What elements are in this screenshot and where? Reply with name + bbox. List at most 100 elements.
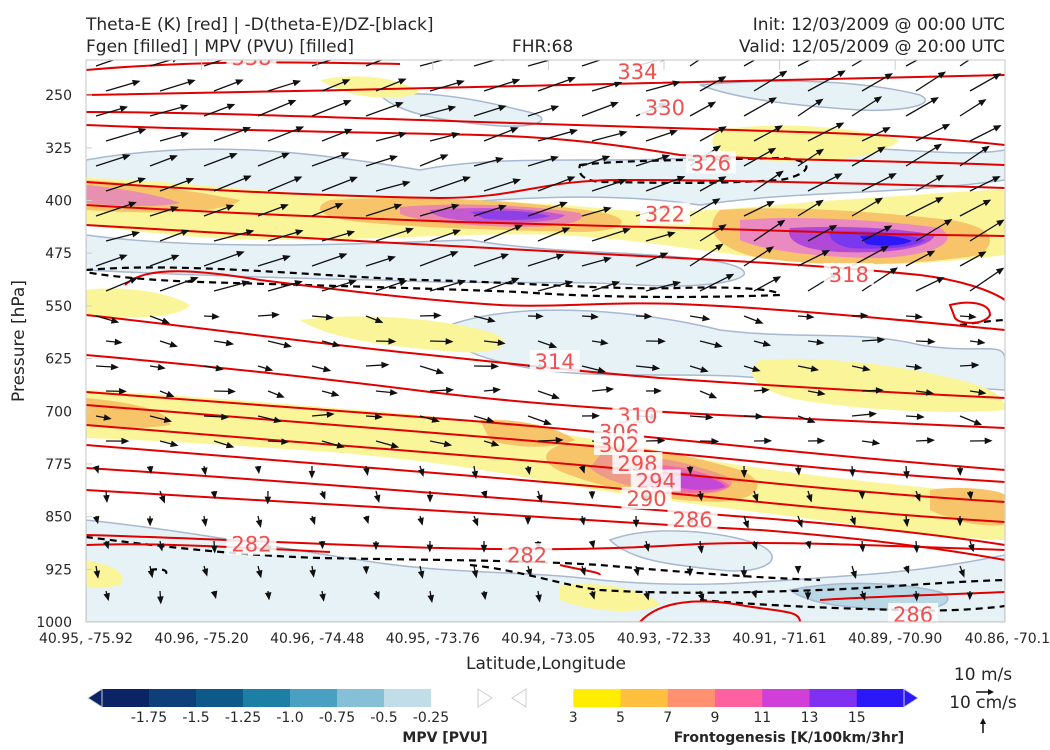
contour-label-bg — [226, 60, 277, 68]
wind-vector-head — [697, 593, 705, 602]
wind-vector-head — [766, 200, 775, 208]
wind-vector-head — [659, 252, 669, 259]
contour-label-bg — [226, 532, 277, 555]
wind-vector-head — [497, 339, 506, 346]
wind-vector-head — [835, 122, 845, 130]
contour-label: 322 — [645, 203, 685, 227]
wind-vector-head — [123, 54, 129, 58]
wind-vector-head — [984, 437, 993, 445]
wind-vector-head — [245, 229, 255, 236]
init-time: Init: 12/03/2009 @ 00:00 UTC — [752, 15, 1005, 35]
wind-vector-head — [829, 47, 835, 52]
colorbar-swatch — [573, 689, 621, 707]
wind-vector-head — [514, 224, 523, 231]
wind-vector-head — [550, 155, 559, 163]
wind-vector-head — [622, 227, 631, 235]
colorbar-tick-label: -1.0 — [276, 710, 303, 726]
wind-vector-head — [558, 60, 560, 61]
wind-vector-head — [103, 592, 110, 602]
wind-vector-head — [348, 279, 357, 286]
wind-vector-head — [877, 336, 886, 344]
wind-vector-head — [201, 467, 208, 476]
wind-vector-head — [567, 76, 576, 84]
wind-vector-head — [169, 155, 178, 162]
wind-vector-head — [996, 219, 1005, 227]
wind-vector-head — [433, 312, 442, 319]
wind-vector-head — [170, 440, 179, 448]
contour-label: 330 — [645, 96, 685, 120]
wind-vector-head — [914, 493, 921, 502]
wind-vector-head — [373, 591, 380, 600]
wind-vector — [429, 176, 470, 192]
wind-vector-head — [456, 79, 465, 87]
wind-vector-head — [868, 410, 878, 418]
wind-vector-head — [740, 570, 748, 579]
wind-vector-head — [817, 437, 826, 445]
contour-label-bg — [667, 508, 718, 531]
wind-vector-head — [254, 465, 262, 475]
wind-vector-head — [669, 129, 678, 136]
wind-vector-head — [492, 386, 501, 394]
colorbar-swatch — [715, 689, 763, 707]
wind-vector-head — [815, 98, 824, 106]
wind-vector-head — [170, 206, 179, 213]
wind-vector-head — [903, 470, 910, 480]
wind-vector-head — [941, 123, 951, 131]
wind-vector-head — [147, 569, 155, 579]
contour-label: 338 — [231, 46, 271, 70]
wind-vector-head — [451, 132, 460, 139]
wind-vector-head — [524, 517, 532, 526]
wind-vector-head — [610, 54, 616, 58]
wind-vector-head — [657, 437, 666, 445]
wind-vector-head — [210, 491, 218, 500]
wind-vector-head — [977, 338, 986, 346]
wind-vector-head — [806, 494, 813, 503]
wind-vector-head — [163, 416, 173, 423]
wind-vector — [807, 122, 844, 142]
wind-vector-head — [657, 337, 666, 345]
wind-vector-head — [555, 253, 565, 260]
wind-vector-head — [775, 170, 784, 178]
wind-vector-head — [712, 198, 721, 206]
wind-vector-head — [346, 230, 356, 237]
wind-vector-head — [137, 177, 147, 184]
wind-vector — [969, 268, 1004, 292]
contour-label: 326 — [691, 151, 731, 175]
x-tick-label: 40.94, -73.05 — [501, 631, 595, 647]
wind-vector-head — [718, 224, 727, 232]
wind-vector-head — [982, 199, 992, 207]
mpv-colorbar-title: MPV [PVU] — [402, 730, 487, 746]
wind-vector-head — [875, 387, 884, 394]
wind-vector-head — [618, 130, 628, 137]
wind-vector-head — [569, 128, 578, 136]
wind-vector-head — [817, 389, 826, 397]
wind-vector-head — [981, 145, 990, 153]
wind-vector — [365, 102, 403, 117]
wind-vector-head — [652, 364, 661, 372]
colorbar-swatch — [667, 689, 716, 707]
wind-vector-head — [874, 197, 884, 205]
wind-vector-head — [121, 437, 130, 445]
dtheta-e-dz-contours — [86, 156, 1005, 612]
wind-vector-head — [926, 250, 936, 258]
wind-vector-head — [92, 465, 100, 474]
colorbar-tick-label: 3 — [569, 710, 578, 726]
wind-vector-head — [255, 519, 263, 528]
wind-vector-head — [273, 416, 282, 424]
wind-vector-head — [180, 131, 189, 139]
wind-vector — [581, 102, 618, 117]
wind-vector-head — [362, 566, 370, 575]
wind-vector-head — [122, 154, 131, 161]
wind-vector-head — [807, 416, 816, 423]
wind-vector — [861, 173, 896, 192]
wind-vector-head — [381, 361, 390, 369]
wind-vector-head — [550, 105, 560, 112]
wind-vector — [213, 230, 253, 242]
colorbar-extend-right — [903, 688, 919, 708]
y-tick-label: 625 — [45, 352, 72, 368]
wind-vector-head — [777, 219, 786, 227]
wind-vector-head — [597, 366, 606, 374]
wind-vector-head — [816, 338, 825, 346]
colorbar-swatch — [196, 689, 244, 707]
colorbar-tick-label: -0.25 — [413, 710, 449, 726]
